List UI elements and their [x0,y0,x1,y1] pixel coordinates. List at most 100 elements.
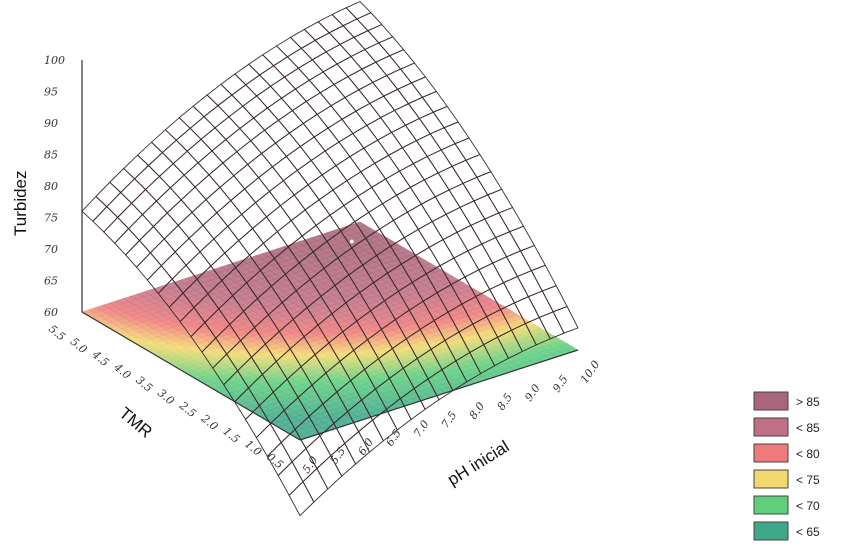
surface-cell [290,209,317,237]
surface-cell [387,147,415,172]
surface-cell [356,12,383,32]
z-tick-label: 70 [44,243,58,256]
surface-cell [393,103,421,126]
axis-line [299,349,579,441]
data-point [358,163,363,168]
surface-cell [398,163,425,188]
x-tick-label: 8.0 [467,400,488,422]
surface-cell [147,151,174,178]
surface-cell [103,216,130,244]
surface-cell [169,174,196,201]
surface-cell [257,166,285,193]
y-tick-label: 3.0 [155,386,177,407]
surface-cell [328,25,355,45]
surface-cell [338,132,365,158]
surface-cell [341,110,368,135]
x-tick-label: 9.5 [550,373,571,395]
surface-cell [135,252,162,281]
surface-cell [208,162,235,189]
surface-cell [192,94,219,118]
surface-cell [388,49,416,70]
surface-cell [222,151,249,177]
surface-cell [141,200,168,228]
surface-cell [81,195,108,222]
surface-cell [144,175,171,202]
surface-cell [336,55,363,78]
surface-cell [174,237,201,266]
x-axis-title: pH inicial [444,437,513,490]
surface-cell [197,150,224,176]
surface-cell [194,174,221,201]
surface-cell [360,162,387,189]
surface-cell [280,88,307,112]
response-surface [81,0,579,517]
surface-cell [124,239,152,268]
surface-cell [282,169,309,196]
legend-label: < 65 [796,525,820,539]
axis-line [81,311,301,441]
surface-cell [310,150,337,176]
surface-cell [307,174,334,201]
z-axis-title: Turbidez [11,170,30,236]
y-tick-label: 1.0 [242,438,264,459]
surface-cell [357,186,384,214]
surface-cell [231,84,258,107]
surface-cell [319,83,346,107]
legend-swatch [753,417,789,437]
legend-label: < 70 [796,499,820,513]
surface-cell [296,159,323,186]
legend-swatch [753,443,789,463]
surface-cell [401,140,428,165]
surface-cell [253,107,280,131]
surface-cell [344,89,371,112]
surface-cell [214,116,241,141]
surface-cell [217,94,244,118]
surface-cell [206,83,233,107]
surface-cell [191,198,218,226]
surface-cell [289,28,317,49]
surface-cell [183,162,210,188]
surface-cell [366,117,393,141]
x-tick-label: 7.0 [411,418,432,440]
surface-cell [303,21,330,41]
y-tick-label: 2.0 [198,411,221,433]
surface-cell [332,179,359,207]
surface-cell [317,13,344,34]
surface-cell [175,127,202,152]
surface-cell [358,81,385,104]
surface-cell [335,155,362,182]
surface-cell [297,59,324,81]
y-tick-label: 0.5 [264,450,286,471]
surface-cell [428,238,455,267]
y-tick-label: 4.0 [111,360,134,382]
surface-cell [120,178,147,204]
x-tick-label: 5.0 [300,454,321,476]
surface-cell [374,154,401,180]
z-tick-label: 85 [44,149,58,162]
surface-cell [363,139,390,164]
surface-cell [265,205,292,233]
surface-cell [288,122,315,148]
surface-cell [345,0,372,20]
surface-cell [239,117,266,142]
y-tick-label: 1.5 [220,425,242,446]
surface-cell [152,212,179,240]
surface-cell [294,79,321,102]
surface-cell [225,127,252,153]
z-tick-label: 90 [44,117,58,130]
y-axis-title: TMR [115,404,155,442]
z-tick-label: 80 [44,180,58,193]
surface-cell [95,181,122,208]
surface-cell [216,199,243,227]
surface-cell [385,68,413,90]
surface-cell [321,164,348,191]
surface-cell [123,154,150,180]
surface-cell [399,62,427,84]
surface-cell [339,36,366,58]
surface-cell [325,43,352,65]
surface-cell [409,179,436,205]
legend-label: > 85 [796,395,820,409]
surface-cell [277,109,304,134]
x-tick-label: 7.5 [439,409,460,431]
surface-cell [343,195,370,223]
